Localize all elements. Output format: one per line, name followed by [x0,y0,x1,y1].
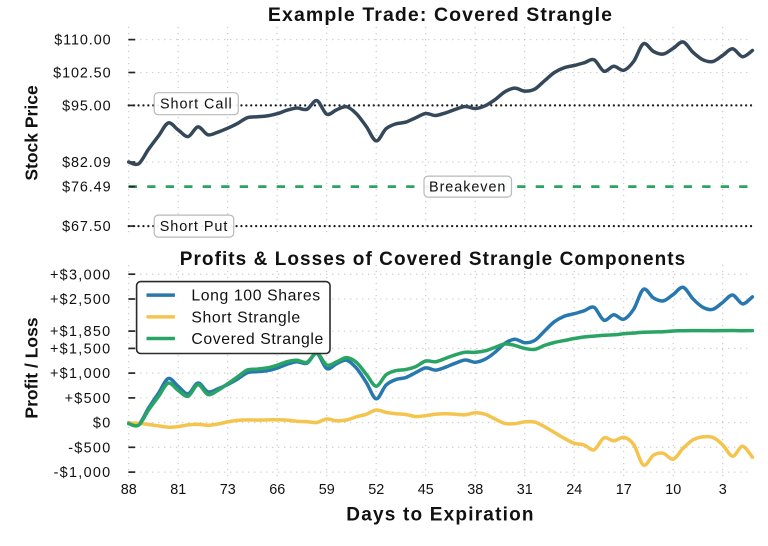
svg-text:$0: $0 [93,416,112,432]
svg-text:10: 10 [665,482,681,498]
svg-text:31: 31 [517,482,533,498]
svg-text:Example Trade: Covered Strangl: Example Trade: Covered Strangle [268,4,613,26]
svg-text:Breakeven: Breakeven [429,180,506,196]
svg-text:24: 24 [566,482,582,498]
svg-text:73: 73 [220,482,236,498]
svg-text:Short Put: Short Put [160,219,229,235]
svg-text:$82.09: $82.09 [62,155,111,171]
svg-text:$67.50: $67.50 [62,219,111,235]
svg-text:+$1,850: +$1,850 [50,324,112,340]
svg-text:88: 88 [121,482,137,498]
svg-text:Profits & Losses of Covered St: Profits & Losses of Covered Strangle Com… [180,249,686,270]
svg-text:66: 66 [269,482,285,498]
svg-text:Covered Strangle: Covered Strangle [191,331,324,348]
svg-text:+$500: +$500 [65,391,112,407]
svg-text:+$1,500: +$1,500 [50,342,112,358]
svg-text:+$3,000: +$3,000 [50,267,112,283]
svg-text:45: 45 [418,482,434,498]
svg-text:$95.00: $95.00 [62,99,111,115]
svg-text:Short Strangle: Short Strangle [191,309,300,326]
svg-text:+$2,500: +$2,500 [50,292,112,308]
svg-text:17: 17 [616,482,632,498]
svg-text:81: 81 [170,482,186,498]
svg-text:$76.49: $76.49 [62,180,111,196]
svg-text:38: 38 [467,482,483,498]
svg-text:Days to Expiration: Days to Expiration [346,505,534,526]
svg-text:-$1,000: -$1,000 [54,465,112,481]
svg-text:$102.50: $102.50 [53,66,111,82]
svg-text:Short Call: Short Call [160,97,233,113]
svg-text:52: 52 [368,482,384,498]
svg-text:-$500: -$500 [68,440,111,456]
svg-text:59: 59 [319,482,335,498]
svg-text:Long 100 Shares: Long 100 Shares [191,288,320,305]
svg-text:$110.00: $110.00 [54,33,111,49]
svg-text:Stock Price: Stock Price [22,85,42,181]
svg-text:Profit / Loss: Profit / Loss [22,317,42,418]
svg-text:3: 3 [719,482,727,498]
svg-text:+$1,000: +$1,000 [50,366,112,382]
